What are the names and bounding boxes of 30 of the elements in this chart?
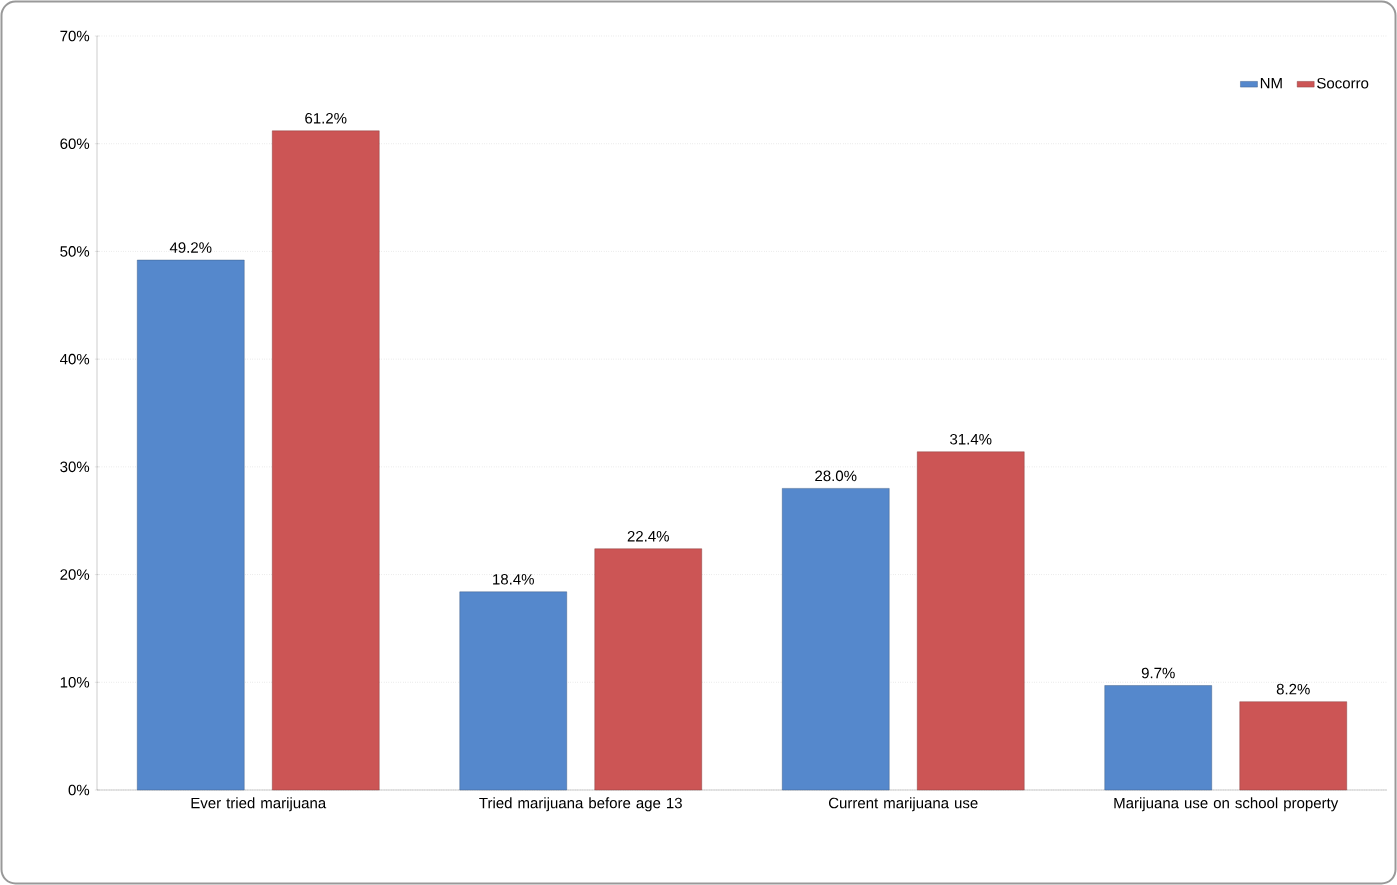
y-tick-label: 70% (60, 30, 90, 42)
data-label: 22.4% (627, 530, 669, 542)
y-tick-label: 40% (60, 353, 90, 365)
y-tick-label: 0% (68, 784, 90, 796)
x-tick-label: Ever tried marijuana (191, 797, 327, 812)
x-tick-label: Tried marijuana before age 13 (479, 797, 682, 812)
y-tick-label: 20% (60, 569, 90, 580)
bar (594, 548, 702, 791)
bar (1104, 685, 1212, 791)
x-tick-label: Current marijuana use (828, 797, 978, 812)
y-tick-label: 10% (60, 676, 90, 688)
bar (459, 591, 567, 791)
y-tick-label: 50% (60, 246, 90, 257)
data-label: 28.0% (815, 470, 857, 482)
legend-label: Socorro (1317, 77, 1369, 89)
legend-label: NM (1260, 77, 1282, 89)
data-label: 31.4% (950, 433, 992, 445)
bar (137, 259, 245, 791)
data-label: 49.2% (169, 242, 212, 253)
bar (1239, 701, 1347, 791)
data-label: 9.7% (1141, 667, 1175, 679)
y-tick-label: 30% (60, 461, 90, 473)
data-label: 18.4% (493, 573, 534, 585)
bar (782, 488, 890, 791)
bar (272, 130, 380, 791)
y-tick-label: 60% (60, 138, 90, 150)
data-label: 61.2% (305, 112, 347, 124)
data-label: 8.2% (1276, 683, 1310, 695)
x-tick-label: Marijuana use on school property (1114, 797, 1339, 812)
bar (917, 451, 1025, 791)
